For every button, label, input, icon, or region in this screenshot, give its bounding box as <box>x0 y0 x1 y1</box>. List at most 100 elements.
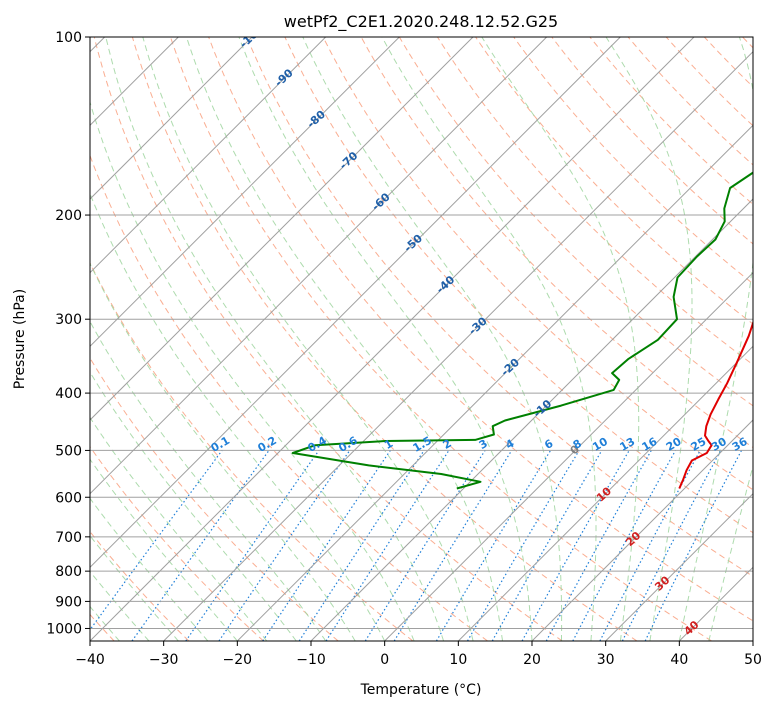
y-tick-label: 300 <box>55 312 82 328</box>
isotherm-line <box>457 345 753 641</box>
isotherm-line <box>678 566 753 641</box>
isotherm-line <box>90 37 400 348</box>
temperature-trace <box>678 319 753 489</box>
y-tick-label: 200 <box>55 208 82 224</box>
moist-adiabat <box>90 416 268 641</box>
y-axis: 100 200 300 400 500 600 700 800 900 1000 <box>46 30 90 637</box>
mixing-ratio-label: 30 <box>709 435 729 454</box>
moist-adiabat <box>381 37 597 641</box>
moist-adiabat <box>90 192 386 641</box>
moist-adiabat <box>105 37 445 641</box>
x-tick-label: 10 <box>449 652 467 668</box>
mixing-ratio-line <box>572 450 677 641</box>
dry-adiabat <box>90 530 190 641</box>
moist-adiabat <box>90 320 327 641</box>
isotherm-line <box>384 271 753 641</box>
dry-adiabat <box>90 357 339 641</box>
y-tick-label: 900 <box>55 594 82 610</box>
dry-adiabat <box>93 37 563 641</box>
mixing-ratio-label: 0.6 <box>336 434 360 455</box>
sounding-traces <box>291 171 753 490</box>
dry-adiabat <box>131 37 638 641</box>
dry-adiabat <box>475 37 753 325</box>
moist-adiabat <box>90 262 356 641</box>
x-axis-title: Temperature (°C) <box>360 682 482 698</box>
dry-adiabat <box>513 37 753 285</box>
mixing-ratio-label: 1.5 <box>411 434 434 455</box>
y-tick-label: 1000 <box>46 621 82 637</box>
isotherm-line <box>90 37 253 200</box>
y-tick-label: 700 <box>55 530 82 546</box>
x-tick-label: 0 <box>380 652 389 668</box>
y-tick-label: 600 <box>55 490 82 506</box>
dry-adiabat <box>90 154 488 641</box>
plot-area: -100-90-80-70-60-50-40-30-20-10010203040… <box>90 37 753 641</box>
dry-adiabat <box>436 37 753 366</box>
mixing-ratio-label: 0.4 <box>306 434 330 455</box>
mixing-ratio-line <box>644 450 743 641</box>
y-tick-label: 800 <box>55 564 82 580</box>
dry-adiabat <box>703 37 753 88</box>
dewpoint-trace <box>291 171 753 490</box>
mixing-ratio-label: 10 <box>590 435 610 454</box>
moist-adiabat <box>708 464 753 641</box>
x-tick-label: 30 <box>597 652 615 668</box>
x-tick-label: −10 <box>296 652 326 668</box>
moist-adiabat <box>90 497 209 641</box>
mixing-ratio-lines <box>90 450 743 641</box>
isotherm-line <box>531 419 753 641</box>
moist-adiabat <box>302 37 563 641</box>
isotherm-line <box>90 37 548 495</box>
mixing-ratio-line <box>298 450 425 641</box>
dry-adiabat <box>90 261 414 641</box>
plot-frame <box>89 36 754 642</box>
dry-adiabat <box>208 37 753 622</box>
mixing-ratio-label: 6 <box>542 437 555 452</box>
x-tick-label: 50 <box>744 652 762 668</box>
dry-adiabat <box>90 445 264 641</box>
isotherm-line <box>236 124 753 641</box>
moist-adiabat <box>678 37 753 641</box>
y-tick-label: 400 <box>55 386 82 402</box>
isotherm-line <box>90 37 621 569</box>
mixing-ratio-line <box>185 450 320 641</box>
moist-adiabat <box>481 37 640 641</box>
chart-title: wetPf2_C2E1.2020.248.12.52.G25 <box>284 12 558 32</box>
mixing-ratio-label: 16 <box>640 435 660 454</box>
mixing-ratio-line <box>466 450 580 641</box>
x-tick-label: −40 <box>75 652 105 668</box>
isotherm-line <box>90 37 327 274</box>
y-axis-title: Pressure (hPa) <box>12 289 28 389</box>
dry-adiabat <box>665 37 753 127</box>
dry-adiabat <box>398 37 753 407</box>
isotherm-line <box>90 37 474 421</box>
mixing-ratio-label: 0.1 <box>209 434 232 455</box>
dry-adiabat <box>170 37 712 641</box>
isotherm-grid <box>90 37 753 641</box>
y-tick-label: 100 <box>55 30 82 46</box>
mixing-ratio-line <box>521 450 630 641</box>
dry-adiabat <box>627 37 753 166</box>
moist-adiabat <box>238 37 533 641</box>
mixing-ratio-line <box>545 450 652 641</box>
mixing-ratio-line <box>393 450 513 641</box>
mixing-ratio-line <box>90 450 223 631</box>
moist-adiabats <box>90 37 753 641</box>
moist-adiabat <box>142 37 474 641</box>
moist-adiabat <box>90 371 297 641</box>
mixing-ratio-line <box>621 450 722 641</box>
y-tick-label: 500 <box>55 443 82 459</box>
mixing-ratio-line <box>262 450 391 641</box>
x-axis: −40 −30 −20 −10 0 10 20 30 40 50 <box>75 641 762 668</box>
mixing-ratio-line <box>218 450 351 641</box>
moist-adiabat <box>90 534 179 641</box>
mixing-ratio-label: 36 <box>730 435 750 454</box>
mixing-ratio-line <box>599 450 701 641</box>
isotherm-line <box>163 50 753 641</box>
mixing-ratio-labels: 0.1 0.2 0.4 0.6 1 1.5 2 3 4 6 8 10 13 16 20 25 30 36 <box>209 434 750 455</box>
x-tick-label: −30 <box>149 652 179 668</box>
moist-adiabat <box>605 37 693 641</box>
dry-adiabat <box>551 37 753 245</box>
isobar-grid <box>90 37 753 629</box>
